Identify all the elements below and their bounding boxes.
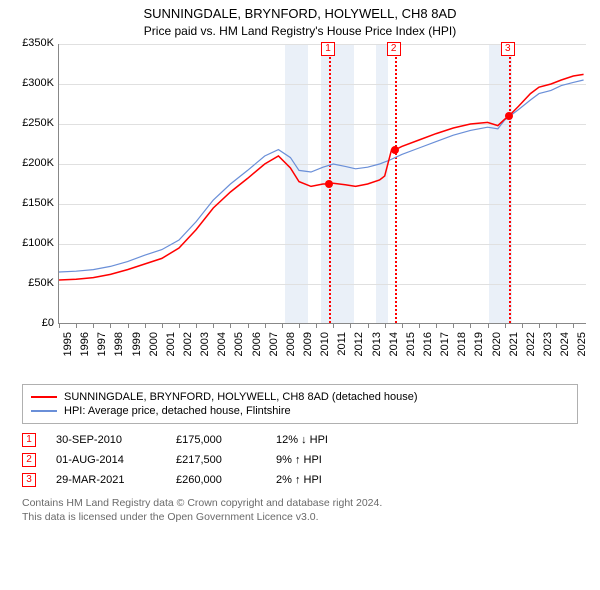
sale-price: £260,000 — [176, 474, 256, 486]
x-axis-label: 2021 — [508, 332, 520, 366]
x-axis-label: 2014 — [388, 332, 400, 366]
line-layer — [59, 44, 587, 324]
x-axis-label: 2003 — [199, 332, 211, 366]
sale-dot — [391, 146, 399, 154]
sale-price: £217,500 — [176, 454, 256, 466]
attribution: Contains HM Land Registry data © Crown c… — [22, 496, 578, 524]
x-axis-label: 2000 — [148, 332, 160, 366]
sales-table: 1 30-SEP-2010 £175,000 12% ↓ HPI 2 01-AUG-201… — [22, 430, 578, 490]
y-axis-label: £350K — [14, 37, 54, 49]
sale-marker-badge: 1 — [321, 42, 335, 56]
plot-area — [58, 44, 586, 324]
x-axis-label: 2019 — [473, 332, 485, 366]
x-axis-label: 2020 — [491, 332, 503, 366]
price-chart: £0£50K£100K£150K£200K£250K£300K£350K1995… — [14, 44, 586, 380]
y-axis-label: £100K — [14, 237, 54, 249]
legend-label: SUNNINGDALE, BRYNFORD, HOLYWELL, CH8 8AD… — [64, 391, 418, 403]
y-axis-label: £300K — [14, 77, 54, 89]
y-axis-label: £50K — [14, 277, 54, 289]
sale-vs-hpi: 2% ↑ HPI — [276, 474, 366, 486]
legend-label: HPI: Average price, detached house, Flin… — [64, 405, 291, 417]
x-axis-label: 2016 — [422, 332, 434, 366]
x-axis-label: 2008 — [285, 332, 297, 366]
sale-row-badge: 1 — [22, 433, 36, 447]
x-axis-label: 2002 — [182, 332, 194, 366]
sale-dot — [325, 180, 333, 188]
chart-title: SUNNINGDALE, BRYNFORD, HOLYWELL, CH8 8AD — [0, 0, 600, 23]
x-axis-label: 2007 — [268, 332, 280, 366]
x-axis-label: 2010 — [319, 332, 331, 366]
x-axis-label: 1996 — [79, 332, 91, 366]
x-axis-label: 1999 — [131, 332, 143, 366]
sale-vs-hpi: 9% ↑ HPI — [276, 454, 366, 466]
x-axis-label: 2022 — [525, 332, 537, 366]
sale-price: £175,000 — [176, 434, 256, 446]
x-axis-label: 2001 — [165, 332, 177, 366]
x-axis-label: 2011 — [336, 332, 348, 366]
x-axis-label: 2009 — [302, 332, 314, 366]
x-axis-label: 2025 — [576, 332, 588, 366]
x-axis-label: 1995 — [62, 332, 74, 366]
x-axis-label: 2017 — [439, 332, 451, 366]
sale-row: 1 30-SEP-2010 £175,000 12% ↓ HPI — [22, 430, 578, 450]
x-axis-label: 2004 — [216, 332, 228, 366]
y-axis-label: £150K — [14, 197, 54, 209]
sale-marker-badge: 2 — [387, 42, 401, 56]
x-axis-label: 1998 — [113, 332, 125, 366]
x-axis-label: 2012 — [353, 332, 365, 366]
footnote-line-1: Contains HM Land Registry data © Crown c… — [22, 497, 382, 509]
y-axis-label: £200K — [14, 157, 54, 169]
legend-swatch — [31, 410, 57, 412]
sale-date: 01-AUG-2014 — [56, 454, 156, 466]
x-axis-label: 1997 — [96, 332, 108, 366]
x-axis-label: 2005 — [233, 332, 245, 366]
x-axis-label: 2024 — [559, 332, 571, 366]
x-axis-label: 2023 — [542, 332, 554, 366]
x-axis-label: 2006 — [251, 332, 263, 366]
x-axis-label: 2015 — [405, 332, 417, 366]
legend-item: SUNNINGDALE, BRYNFORD, HOLYWELL, CH8 8AD… — [31, 390, 569, 404]
footnote-line-2: This data is licensed under the Open Gov… — [22, 511, 319, 523]
y-axis-label: £250K — [14, 117, 54, 129]
sale-date: 29-MAR-2021 — [56, 474, 156, 486]
series-hpi — [59, 80, 584, 272]
sale-row-badge: 2 — [22, 453, 36, 467]
sale-date: 30-SEP-2010 — [56, 434, 156, 446]
legend: SUNNINGDALE, BRYNFORD, HOLYWELL, CH8 8AD… — [22, 384, 578, 424]
legend-item: HPI: Average price, detached house, Flin… — [31, 404, 569, 418]
series-price_paid — [59, 74, 584, 280]
sale-marker-badge: 3 — [501, 42, 515, 56]
sale-row: 2 01-AUG-2014 £217,500 9% ↑ HPI — [22, 450, 578, 470]
sale-dot — [505, 112, 513, 120]
x-axis-label: 2018 — [456, 332, 468, 366]
sale-row: 3 29-MAR-2021 £260,000 2% ↑ HPI — [22, 470, 578, 490]
legend-swatch — [31, 396, 57, 398]
sale-row-badge: 3 — [22, 473, 36, 487]
chart-subtitle: Price paid vs. HM Land Registry's House … — [0, 23, 600, 38]
sale-vs-hpi: 12% ↓ HPI — [276, 434, 366, 446]
x-axis-label: 2013 — [371, 332, 383, 366]
y-axis-label: £0 — [14, 317, 54, 329]
